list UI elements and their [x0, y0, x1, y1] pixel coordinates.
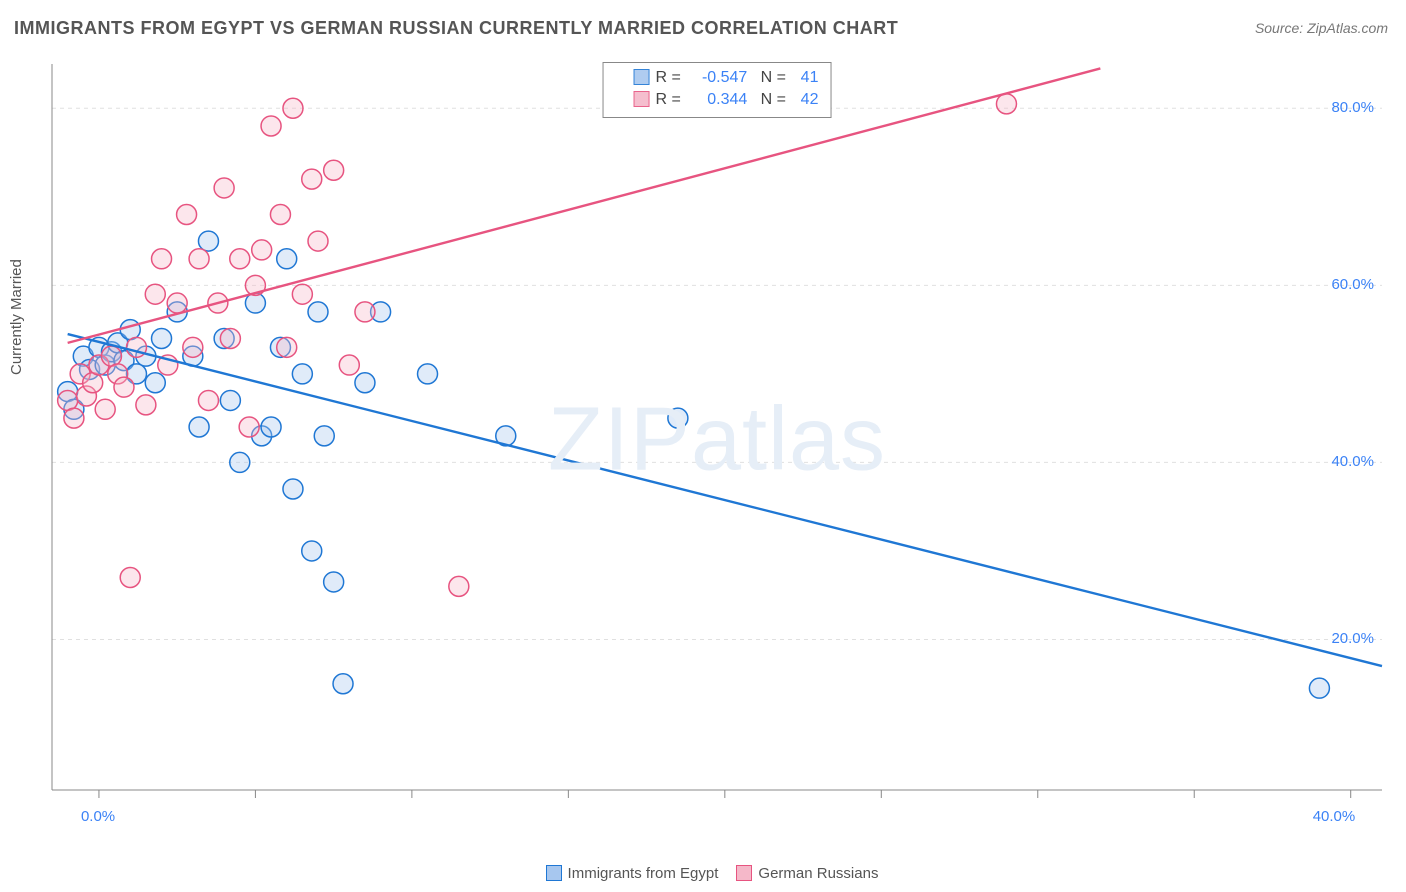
y-tick-label-1: 40.0% — [1314, 453, 1374, 470]
y-tick-label-2: 60.0% — [1314, 276, 1374, 293]
chart-title: IMMIGRANTS FROM EGYPT VS GERMAN RUSSIAN … — [14, 18, 898, 39]
y-tick-label-0: 20.0% — [1314, 630, 1374, 647]
source-attribution: Source: ZipAtlas.com — [1255, 20, 1388, 36]
x-tick-label-1: 40.0% — [1313, 808, 1356, 825]
y-axis-label: Currently Married — [8, 259, 25, 375]
x-tick-label-0: 0.0% — [81, 808, 115, 825]
plot-area: ZIPatlas R = -0.547 N = 41R = 0.344 N = … — [48, 60, 1386, 820]
series-legend: Immigrants from EgyptGerman Russians — [0, 865, 1406, 882]
y-tick-label-3: 80.0% — [1314, 99, 1374, 116]
correlation-info-box: R = -0.547 N = 41R = 0.344 N = 42 — [603, 62, 832, 118]
chart-svg — [48, 60, 1386, 820]
